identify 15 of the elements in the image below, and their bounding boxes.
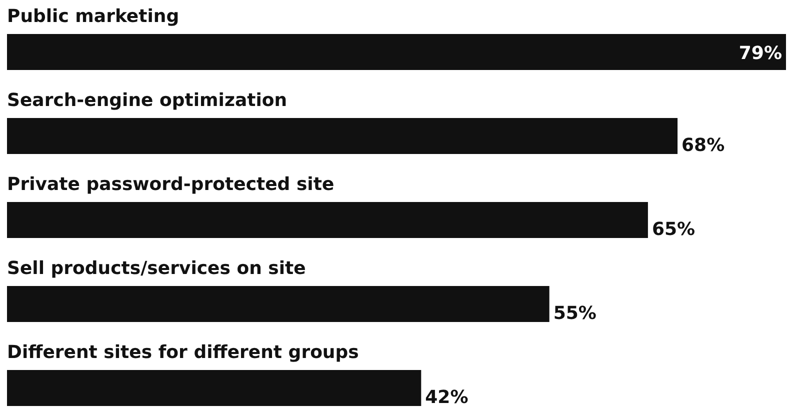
data-label: 65% bbox=[652, 219, 696, 240]
data-label: 68% bbox=[682, 135, 725, 156]
data-label: 42% bbox=[425, 387, 468, 408]
bar bbox=[7, 370, 422, 406]
data-label: 79% bbox=[738, 43, 782, 64]
bar bbox=[7, 118, 678, 154]
y-tick-label: Private password-protected site bbox=[7, 174, 334, 195]
y-tick-label: Different sites for different groups bbox=[7, 342, 359, 363]
y-tick-label: Public marketing bbox=[7, 6, 180, 27]
bar bbox=[7, 286, 550, 322]
bar bbox=[7, 202, 648, 238]
y-tick-label: Sell products/services on site bbox=[7, 258, 306, 279]
bar bbox=[7, 34, 786, 70]
y-tick-label: Search-engine optimization bbox=[7, 90, 288, 111]
data-label: 55% bbox=[553, 303, 596, 324]
